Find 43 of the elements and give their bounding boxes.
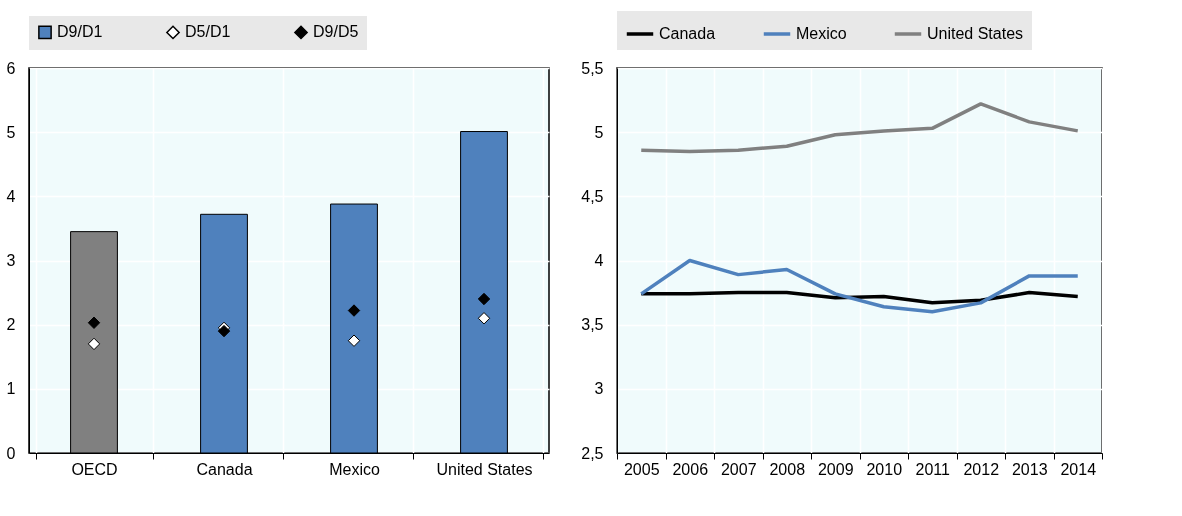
legend-label: United States — [927, 25, 1024, 42]
x-tick-label: 2008 — [769, 460, 806, 478]
y-tick-label: 4 — [6, 187, 16, 205]
y-tick-label: 4,5 — [581, 187, 604, 205]
point — [347, 334, 361, 347]
point — [87, 316, 101, 329]
x-tick-label: 2005 — [623, 460, 660, 478]
line-series — [639, 258, 1080, 314]
y-tick-label: 5 — [6, 123, 16, 141]
y-tick-label: 4 — [594, 252, 604, 269]
y-tick-label: 1 — [6, 380, 16, 398]
legend-label: Canada — [659, 25, 716, 42]
y-tick-label: 3 — [6, 252, 16, 269]
x-tick-label: United States — [436, 460, 533, 478]
line-series — [639, 102, 1080, 154]
y-tick-label: 5,5 — [581, 59, 604, 77]
x-tick-label: 2009 — [817, 460, 854, 478]
point — [477, 292, 491, 306]
x-tick-label: 2012 — [963, 460, 1000, 478]
line-series — [639, 290, 1080, 305]
x-tick-label: OECD — [71, 460, 118, 478]
y-tick-label: 3,5 — [581, 316, 604, 334]
y-tick-label: 2,5 — [581, 444, 604, 462]
x-tick-label: 2013 — [1011, 460, 1048, 478]
x-tick-label: 2011 — [915, 460, 951, 478]
legend-label: D9/D1 — [57, 23, 103, 41]
y-tick-label: 0 — [6, 444, 16, 462]
legend-label: D9/D5 — [313, 23, 359, 41]
x-tick-label: Canada — [196, 460, 253, 478]
y-tick-label: 6 — [6, 59, 16, 77]
y-tick-label: 3 — [594, 380, 604, 398]
legend-label: D5/D1 — [185, 23, 231, 41]
point — [347, 304, 361, 317]
legend-label: Mexico — [796, 25, 847, 42]
x-tick-label: 2006 — [672, 460, 709, 478]
x-tick-label: 2007 — [720, 460, 757, 478]
y-tick-label: 5 — [594, 123, 604, 141]
point — [87, 337, 101, 351]
y-tick-label: 2 — [6, 316, 16, 334]
x-tick-label: 2010 — [866, 460, 903, 478]
point — [477, 312, 491, 325]
x-tick-label: Mexico — [329, 460, 380, 478]
x-tick-label: 2014 — [1060, 460, 1097, 478]
